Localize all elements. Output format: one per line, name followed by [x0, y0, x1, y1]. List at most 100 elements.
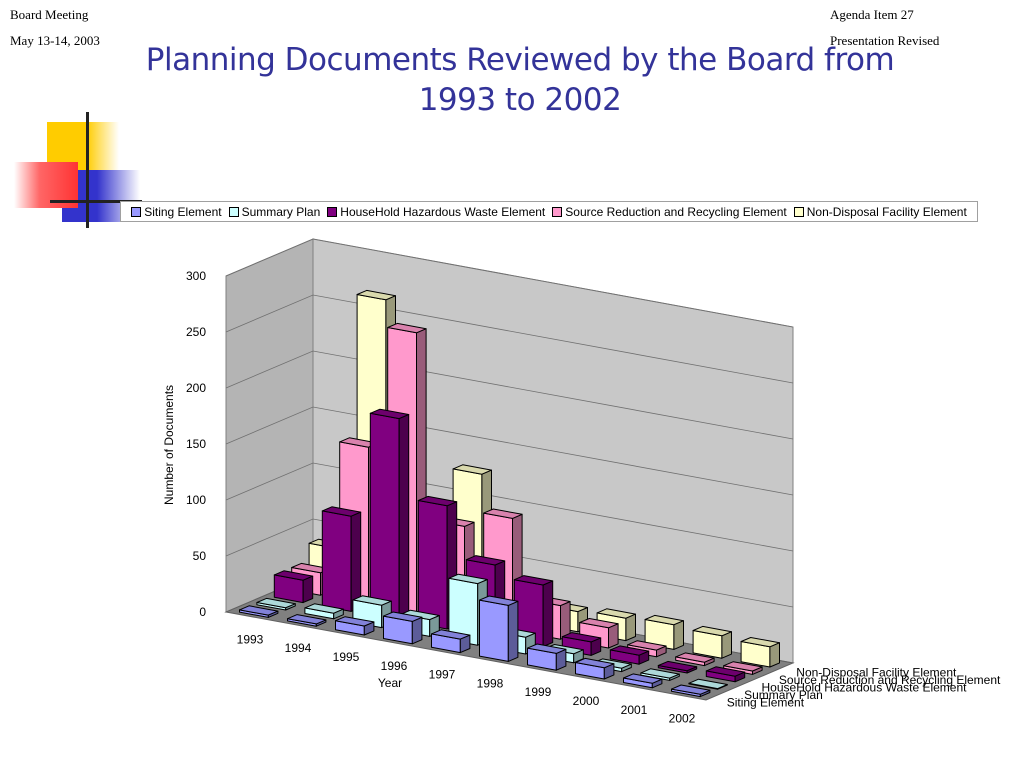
x-tick-label: 1998 — [477, 676, 504, 690]
gridline — [225, 462, 794, 552]
bar-siting-element-2002 — [671, 684, 711, 698]
bar-face — [740, 637, 780, 648]
legend-item-source-reduction-and-recycling-element: Source Reduction and Recycling Element — [552, 204, 787, 219]
bar-summary-plan-2001 — [640, 668, 680, 681]
bar-face — [644, 614, 684, 626]
bar-face — [675, 652, 715, 663]
bar-face — [579, 618, 619, 629]
slide-title-line2: 1993 to 2002 — [418, 82, 622, 118]
bar-face — [335, 616, 375, 627]
y-tick-label: 50 — [193, 549, 207, 563]
y-tick-label: 250 — [186, 325, 206, 339]
legend-swatch — [228, 206, 239, 217]
bar-face — [417, 500, 448, 630]
bar-face — [452, 464, 492, 475]
gridline — [225, 238, 794, 328]
bar-face — [723, 661, 763, 672]
deco-vertical-line — [86, 112, 89, 228]
bar-face — [575, 657, 615, 669]
bar-summary-plan-1994 — [304, 603, 344, 620]
bar-face — [350, 511, 362, 612]
legend-label: Non-Disposal Facility Element — [806, 204, 967, 219]
bar-face — [448, 573, 488, 585]
x-tick-label: 2001 — [621, 703, 648, 717]
bar-siting-element-2001 — [623, 673, 663, 689]
bar-face — [705, 666, 746, 677]
y-tick-label: 0 — [199, 605, 206, 619]
depth-axis-label: Source Reduction and Recycling Element — [779, 673, 1001, 687]
bar-siting-element-1996 — [383, 611, 423, 645]
header-right-line1: Agenda Item 27 — [830, 7, 914, 22]
bar-siting-element-1995 — [335, 616, 375, 636]
slide-title: Planning Documents Reviewed by the Board… — [120, 40, 920, 120]
gridline — [225, 350, 794, 440]
y-tick-label: 200 — [186, 381, 206, 395]
bar-face — [640, 668, 680, 679]
bar-face — [692, 625, 732, 637]
y-tick-label: 100 — [186, 493, 206, 507]
bar-face — [507, 600, 519, 662]
bar-source-reduction-and-recycling-element-2001 — [675, 652, 715, 667]
bar-face — [561, 632, 602, 643]
bar-face — [369, 412, 400, 621]
bar-face — [527, 643, 567, 654]
depth-axis-label: Summary Plan — [744, 688, 823, 702]
x-tick-label: 1996 — [381, 659, 408, 673]
bar-face — [273, 570, 314, 581]
bar-summary-plan-1993 — [256, 597, 296, 611]
bar-face — [688, 678, 728, 690]
bar-household-hazardous-waste-element-1994 — [321, 506, 362, 612]
y-tick-label: 300 — [186, 269, 206, 283]
bar-face — [417, 495, 458, 507]
depth-axis-label: HouseHold Hazardous Waste Element — [762, 681, 968, 695]
bar-face — [657, 660, 698, 672]
bar-face — [542, 580, 554, 648]
header-left-line2: May 13-14, 2003 — [10, 33, 100, 48]
legend-item-household-hazardous-waste-element: HouseHold Hazardous Waste Element — [327, 205, 545, 219]
bar-face — [239, 605, 279, 616]
bar-face — [479, 595, 519, 606]
bar-non-disposal-facility-element-2001 — [692, 625, 732, 659]
bar-source-reduction-and-recycling-element-2002 — [723, 661, 763, 675]
depth-axis-label: Siting Element — [727, 695, 805, 709]
bar-siting-element-1998 — [479, 595, 519, 662]
bar-face — [321, 510, 352, 612]
legend-item-siting-element: Siting Element — [131, 205, 222, 219]
bar-face — [627, 640, 667, 651]
bar-face — [304, 603, 344, 614]
legend-swatch — [793, 206, 804, 217]
bar-face — [369, 408, 410, 420]
bar-face — [623, 673, 663, 684]
bar-siting-element-2000 — [575, 657, 615, 680]
y-tick-label: 150 — [186, 437, 206, 451]
bar-non-disposal-facility-element-2002 — [740, 637, 780, 668]
x-tick-label: 1999 — [525, 685, 552, 699]
gridline — [225, 406, 794, 496]
x-tick-label: 2002 — [669, 712, 696, 726]
legend-swatch — [327, 206, 338, 217]
legend-item-non-disposal-facility-element: Non-Disposal Facility Element — [793, 204, 967, 219]
bar-household-hazardous-waste-element-1993 — [273, 570, 314, 604]
bar-face — [609, 645, 650, 656]
legend-swatch — [131, 206, 142, 217]
bar-face — [321, 506, 362, 517]
legend-label: Source Reduction and Recycling Element — [565, 204, 787, 219]
slide-title-line1: Planning Documents Reviewed by the Board… — [145, 42, 895, 78]
gridline — [225, 294, 794, 384]
bar-face — [513, 575, 554, 586]
x-tick-label: 1993 — [237, 632, 264, 646]
legend-swatch — [552, 206, 563, 217]
bar-face — [387, 322, 427, 334]
bar-face — [398, 414, 410, 621]
bar-household-hazardous-waste-element-2001 — [657, 660, 698, 674]
y-axis-title: Number of Documents — [162, 385, 176, 505]
header-right-line2: Presentation Revised — [830, 33, 940, 48]
legend-label: HouseHold Hazardous Waste Element — [340, 204, 546, 219]
bar-face — [431, 629, 471, 640]
gridline — [225, 518, 794, 608]
bar-siting-element-1999 — [527, 643, 567, 671]
bar-face — [287, 614, 327, 625]
bar-face — [352, 595, 392, 606]
x-tick-label: 2000 — [573, 694, 600, 708]
